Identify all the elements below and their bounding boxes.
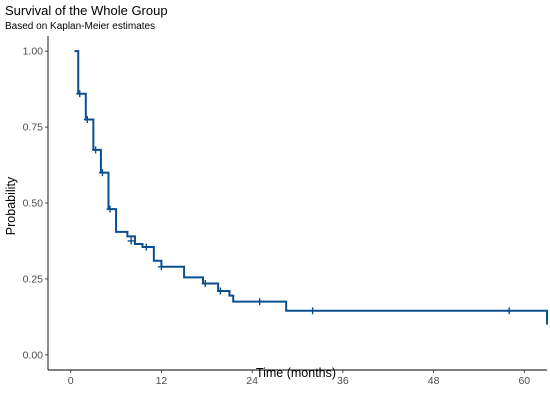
x-tick-label: 24	[246, 375, 258, 387]
censor-mark	[157, 263, 165, 271]
x-tick-label: 0	[68, 375, 74, 387]
censor-mark	[98, 169, 106, 177]
censor-mark	[201, 279, 209, 287]
censor-mark	[106, 205, 114, 213]
y-tick-label: 0.50	[23, 198, 44, 210]
censor-mark	[76, 90, 84, 98]
y-tick-label: 1.00	[23, 46, 44, 58]
x-tick-label: 36	[337, 375, 349, 387]
censor-mark	[83, 116, 91, 123]
censor-mark	[142, 243, 150, 251]
x-tick-label: 12	[156, 375, 168, 387]
x-tick-label: 48	[428, 375, 440, 387]
censor-mark	[216, 287, 224, 295]
y-axis-title: Probability	[4, 176, 18, 235]
y-tick-label: 0.00	[23, 349, 44, 361]
censor-mark	[92, 146, 100, 154]
x-tick-label: 60	[518, 375, 530, 387]
censor-mark	[127, 237, 135, 245]
censor-mark	[505, 307, 513, 315]
x-axis-title: Time (months)	[256, 366, 336, 380]
chart-title: Survival of the Whole Group	[5, 3, 168, 18]
chart-subtitle: Based on Kaplan-Meier estimates	[5, 21, 155, 32]
censor-mark	[309, 307, 317, 315]
x-axis-ticks: 0 12 24 36 48 60	[68, 370, 530, 387]
y-axis-ticks: 0.00 0.25 0.50 0.75 1.00	[23, 46, 48, 361]
y-tick-label: 0.25	[23, 273, 44, 285]
censor-marks	[76, 90, 513, 315]
survival-step-curve	[74, 50, 548, 325]
censor-mark	[256, 298, 264, 306]
y-tick-label: 0.75	[23, 122, 44, 134]
